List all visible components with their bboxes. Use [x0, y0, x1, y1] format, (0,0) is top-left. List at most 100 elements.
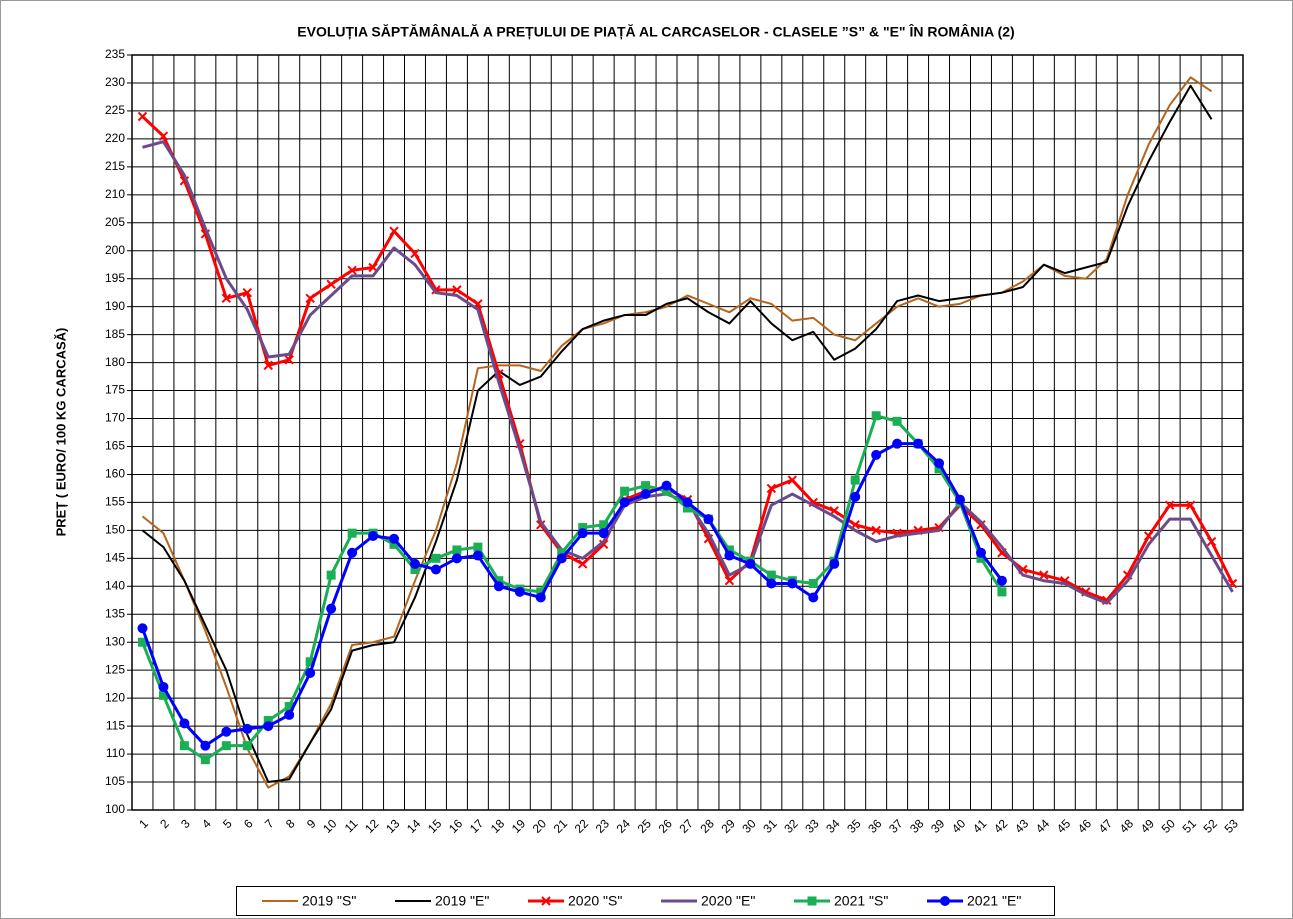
y-tick-label: 185 [105, 327, 125, 341]
y-tick-label: 105 [105, 774, 125, 788]
marker-x [158, 131, 169, 141]
marker-x [305, 293, 315, 303]
legend-label: 2019 "S" [302, 893, 356, 909]
data-point [535, 592, 546, 603]
y-tick-label: 150 [105, 523, 125, 537]
data-point [598, 528, 609, 539]
data-point [787, 578, 798, 589]
marker-x [577, 559, 588, 569]
plot-border [131, 54, 1244, 811]
data-point [934, 458, 945, 469]
data-point [871, 411, 881, 421]
data-point [137, 111, 148, 122]
data-point [284, 702, 294, 712]
data-point [913, 438, 924, 449]
data-point [242, 723, 253, 734]
data-point [389, 226, 399, 236]
data-point [305, 667, 316, 678]
data-point [284, 355, 294, 365]
data-point [620, 486, 630, 496]
y-tick-label: 170 [105, 411, 125, 425]
data-point [263, 360, 273, 371]
marker-x [1185, 500, 1196, 510]
data-point [577, 559, 588, 569]
data-point [1143, 531, 1154, 541]
marker-x [452, 285, 462, 295]
marker-x [263, 360, 273, 371]
data-point [766, 578, 777, 589]
data-point [326, 570, 336, 580]
data-point [179, 718, 190, 729]
data-point [641, 481, 651, 491]
y-tick-label: 145 [105, 551, 125, 565]
data-point [514, 586, 525, 597]
data-point [766, 483, 777, 494]
series-line [141, 84, 1213, 784]
marker-x [284, 355, 294, 365]
data-point [430, 564, 441, 575]
data-point [557, 548, 567, 558]
marker-x [724, 575, 735, 586]
y-axis-label: PREȚ ( EURO/ 100 KG CARCASĂ) [53, 328, 68, 537]
legend-marker [541, 896, 551, 906]
data-point [347, 265, 357, 276]
y-tick-label: 125 [105, 662, 125, 676]
data-point [305, 657, 315, 667]
data-point [976, 553, 986, 563]
data-point [850, 475, 860, 485]
data-point [410, 565, 420, 575]
data-point [955, 494, 966, 505]
y-tick-label: 130 [105, 634, 125, 648]
y-tick-label: 225 [105, 103, 125, 117]
data-point [389, 533, 400, 544]
marker-x [541, 896, 551, 906]
data-point [536, 587, 546, 597]
data-point [997, 587, 1007, 597]
data-point [326, 603, 337, 614]
data-point [787, 475, 798, 485]
y-tick-label: 205 [105, 215, 125, 229]
data-point [808, 592, 819, 603]
marker-x [787, 475, 798, 485]
y-tick-label: 120 [105, 690, 125, 704]
y-tick-label: 215 [105, 159, 125, 173]
chart-title: EVOLUȚIA SĂPTĂMÂNALĂ A PREȚULUI DE PIAȚĂ… [297, 23, 1014, 40]
data-point [200, 740, 211, 751]
data-point [996, 575, 1007, 586]
data-point [472, 550, 483, 561]
data-point [640, 489, 651, 500]
legend-label: 2021 "E" [967, 893, 1021, 909]
data-point [389, 539, 399, 549]
data-point [1185, 500, 1196, 510]
data-point [493, 581, 504, 592]
y-tick-label: 110 [106, 746, 125, 760]
data-point [158, 690, 168, 700]
data-point [682, 497, 693, 508]
y-tick-label: 115 [106, 718, 125, 732]
data-point [724, 545, 734, 555]
y-tick-label: 165 [105, 439, 125, 453]
data-point [662, 486, 672, 496]
marker-x [389, 226, 399, 236]
y-tick-label: 155 [105, 495, 125, 509]
legend-label: 2021 "S" [834, 893, 888, 909]
data-point [409, 558, 420, 569]
data-point [431, 553, 441, 563]
y-tick-label: 195 [105, 271, 125, 285]
marker-x [1206, 536, 1217, 547]
data-point [347, 528, 357, 538]
data-point [158, 681, 169, 692]
data-point [598, 539, 609, 550]
data-point [1164, 500, 1175, 510]
data-point [451, 553, 462, 564]
data-point [556, 553, 567, 564]
data-point [347, 547, 358, 558]
data-point [892, 416, 902, 426]
marker-x [137, 111, 148, 122]
data-point [221, 741, 231, 751]
y-tick-label: 180 [105, 355, 125, 369]
data-point [808, 579, 818, 588]
data-point [284, 709, 295, 720]
data-point [410, 248, 420, 259]
